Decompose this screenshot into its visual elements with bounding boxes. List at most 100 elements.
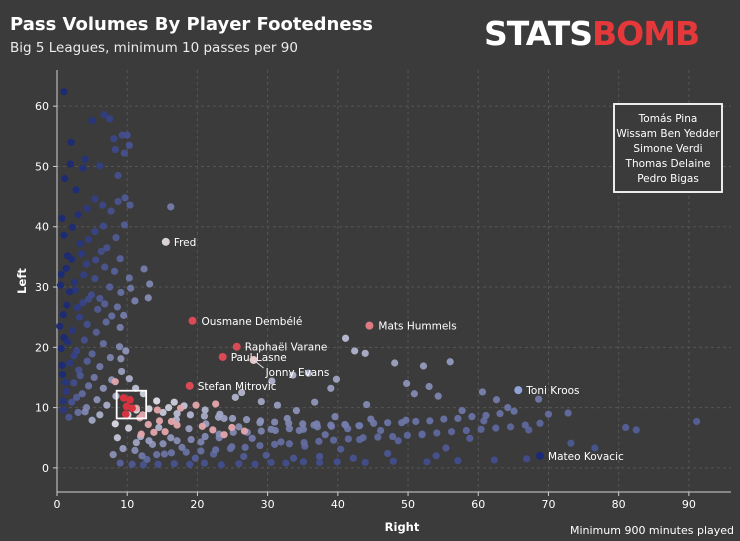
scatter-point	[59, 406, 67, 414]
scatter-point	[139, 390, 147, 398]
scatter-point	[91, 195, 99, 203]
scatter-point	[398, 419, 406, 427]
x-tick-label: 90	[682, 498, 696, 511]
scatter-point	[59, 370, 67, 379]
scatter-point	[81, 155, 89, 163]
scatter-point	[632, 426, 640, 434]
scatter-point	[285, 419, 293, 427]
scatter-point	[432, 452, 440, 460]
scatter-point	[187, 435, 195, 444]
scatter-point	[63, 301, 71, 309]
scatter-point	[113, 303, 121, 311]
y-axis-label: Left	[15, 268, 29, 294]
scatter-point	[114, 197, 122, 206]
scatter-point	[62, 387, 70, 395]
scatter-point	[126, 201, 134, 209]
scatter-point	[159, 408, 167, 417]
scatter-point	[76, 372, 84, 380]
x-tick-label: 20	[190, 498, 204, 511]
scatter-point	[271, 440, 279, 448]
scatter-point	[315, 452, 324, 461]
scatter-point	[91, 227, 99, 236]
labeled-point	[514, 386, 523, 395]
scatter-point	[185, 425, 193, 433]
point-label: Jonny Evans	[265, 367, 330, 379]
x-tick-label: 0	[54, 498, 61, 511]
scatter-point	[267, 458, 275, 467]
scatter-point	[119, 444, 127, 453]
scatter-point	[327, 421, 335, 429]
scatter-point	[165, 404, 173, 412]
scatter-point	[63, 252, 72, 260]
highlight-box	[115, 389, 148, 420]
scatter-point	[144, 420, 152, 429]
footnote: Minimum 900 minutes played	[569, 524, 734, 537]
label-leader-line	[253, 359, 264, 369]
labeled-point	[188, 316, 197, 325]
scatter-point	[153, 451, 161, 459]
highlight-name: Tomás Pina	[638, 113, 698, 125]
scatter-point	[257, 427, 265, 435]
scatter-point	[93, 396, 101, 404]
scatter-point	[61, 378, 70, 386]
scatter-point	[349, 454, 357, 462]
scatter-point	[137, 430, 145, 438]
point-label: Toni Kroos	[525, 385, 579, 397]
scatter-point	[75, 313, 84, 321]
scatter-point	[313, 420, 321, 428]
scatter-point	[389, 457, 397, 465]
scatter-point	[248, 434, 256, 442]
y-tick-label: 30	[35, 281, 49, 294]
scatter-point	[292, 407, 301, 415]
scatter-point	[591, 444, 599, 452]
logo-part-2: BOMB	[591, 14, 700, 53]
x-tick-label: 70	[541, 498, 555, 511]
scatter-point	[212, 400, 220, 408]
scatter-point	[88, 416, 96, 424]
y-tick-label: 20	[35, 341, 49, 354]
scatter-point	[477, 425, 485, 433]
scatter-point	[186, 411, 194, 419]
scatter-point	[510, 407, 518, 415]
scatter-point	[120, 221, 128, 229]
scatter-point	[80, 336, 88, 344]
scatter-point	[192, 401, 200, 409]
scatter-point	[384, 449, 392, 458]
scatter-point	[344, 435, 352, 443]
scatter-point	[388, 432, 397, 441]
scatter-point	[70, 278, 79, 286]
scatter-point	[468, 413, 476, 421]
scatter-point	[109, 451, 117, 459]
scatter-point	[139, 411, 147, 419]
scatter-point	[115, 343, 124, 351]
scatter-point	[321, 431, 329, 439]
scatter-point	[61, 174, 69, 183]
scatter-point	[217, 461, 225, 469]
scatter-point	[374, 433, 382, 441]
scatter-point	[567, 439, 575, 447]
scatter-point	[103, 401, 111, 409]
scatter-point	[200, 412, 209, 420]
scatter-point	[226, 444, 235, 453]
scatter-point	[257, 417, 265, 425]
scatter-point	[74, 408, 82, 417]
scatter-point	[122, 347, 130, 355]
scatter-point	[131, 446, 139, 455]
scatter-point	[111, 378, 119, 386]
scatter-point	[341, 420, 349, 429]
labeled-point	[218, 352, 227, 361]
scatter-point	[506, 423, 515, 431]
x-tick-label: 10	[120, 498, 134, 511]
scatter-point	[289, 371, 297, 379]
scatter-point	[110, 267, 119, 275]
scatter-point	[155, 423, 163, 432]
scatter-point	[228, 414, 237, 423]
scatter-point	[440, 415, 448, 423]
scatter-point	[355, 422, 363, 430]
scatter-point	[410, 390, 418, 398]
scatter-point	[145, 437, 153, 445]
scatter-point	[186, 460, 194, 468]
y-tick-label: 50	[35, 160, 49, 173]
scatter-point	[79, 164, 87, 172]
